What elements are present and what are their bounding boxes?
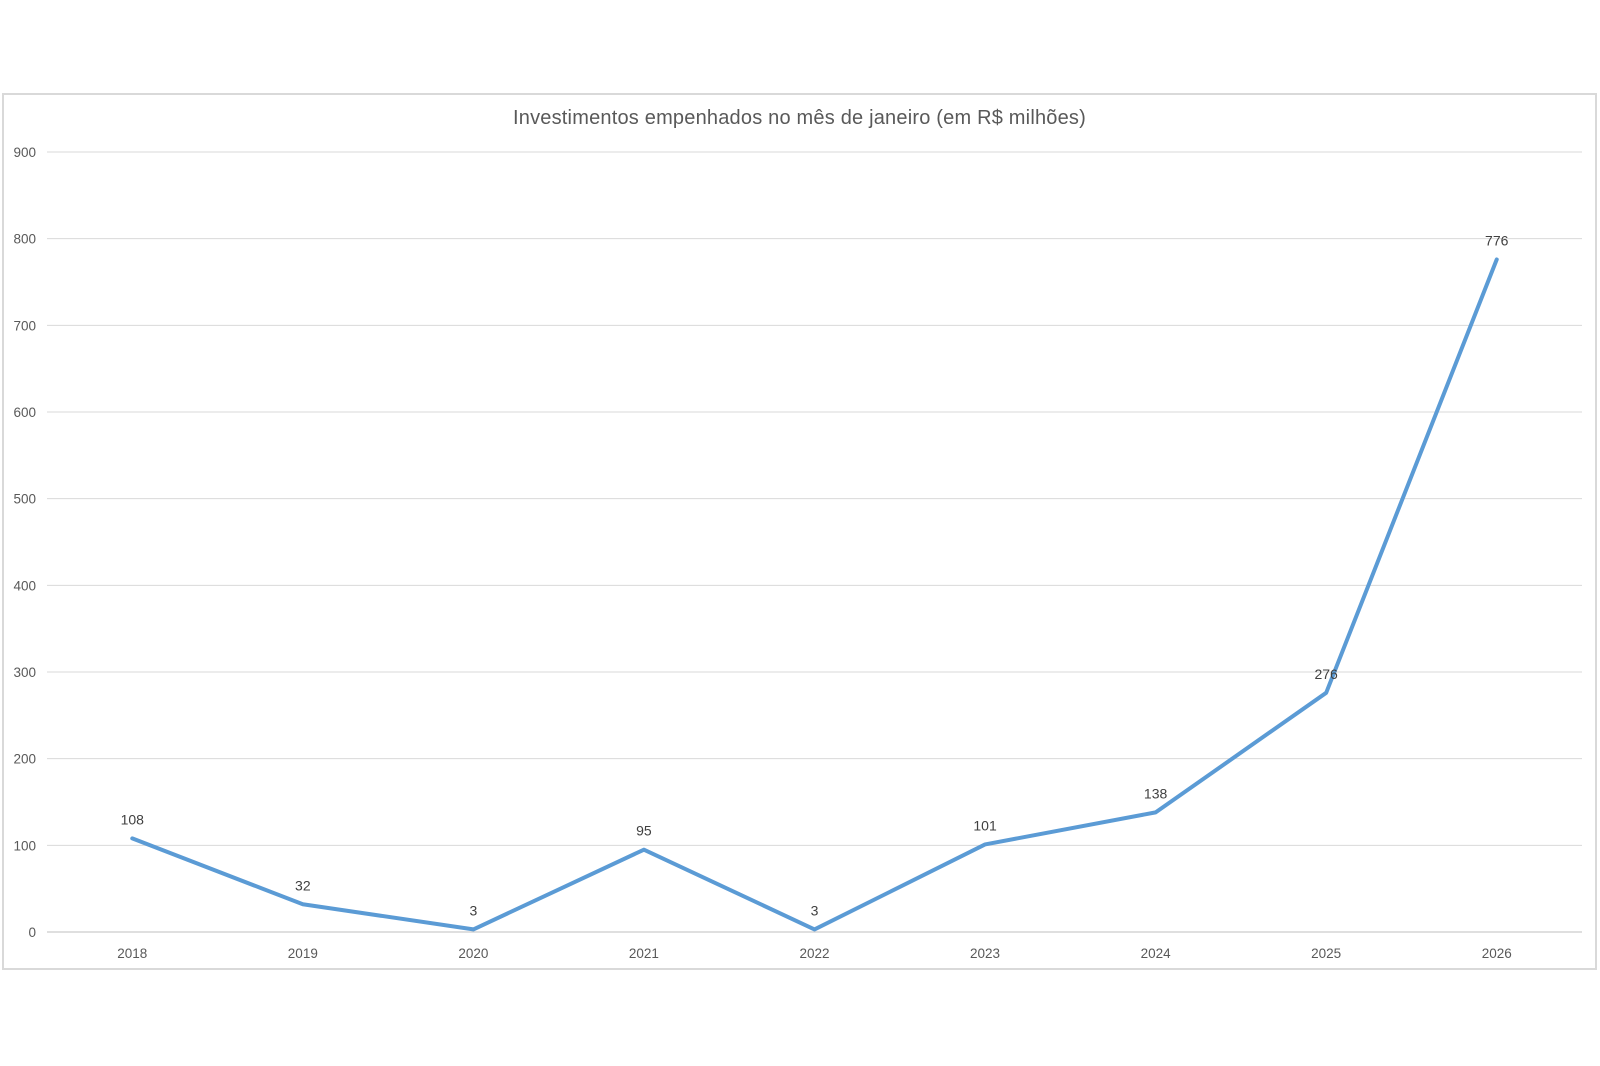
- y-axis-tick-label: 600: [13, 405, 36, 420]
- x-axis-tick-label: 2018: [117, 946, 147, 961]
- y-axis-tick-label: 100: [13, 838, 36, 853]
- y-axis-tick-label: 400: [13, 578, 36, 593]
- y-axis-tick-label: 500: [13, 492, 36, 507]
- data-point-label: 3: [469, 902, 477, 918]
- series-line: [130, 257, 1499, 932]
- plot-area: 0 100 200 300 400 500 600 700 800 900 2018 2019 2020…: [13, 145, 1582, 961]
- y-axis-tick-label: 300: [13, 665, 36, 680]
- x-axis-tick-label: 2023: [970, 946, 1000, 961]
- data-point-label: 101: [973, 817, 997, 833]
- x-axis-tick-label: 2019: [288, 946, 318, 961]
- x-axis-tick-label: 2024: [1141, 946, 1172, 961]
- x-axis-tick-label: 2025: [1311, 946, 1341, 961]
- data-point-label: 276: [1314, 666, 1338, 682]
- data-point-label: 108: [121, 811, 145, 827]
- y-axis-tick-label: 900: [13, 145, 36, 160]
- x-axis-tick-label: 2022: [799, 946, 829, 961]
- y-axis-tick-label: 800: [13, 232, 36, 247]
- chart-frame: Investimentos empenhados no mês de janei…: [2, 93, 1597, 970]
- x-axis-tick-label: 2026: [1482, 946, 1512, 961]
- data-point-label: 95: [636, 823, 652, 839]
- x-axis-tick-label: 2021: [629, 946, 659, 961]
- x-axis-tick-label: 2020: [458, 946, 488, 961]
- data-point-label: 138: [1144, 785, 1168, 801]
- data-point-label: 32: [295, 877, 311, 893]
- data-point-label: 3: [811, 902, 819, 918]
- y-axis-tick-label: 200: [13, 752, 36, 767]
- y-axis-tick-label: 0: [28, 925, 36, 940]
- y-axis-tick-label: 700: [13, 318, 36, 333]
- data-point-label: 776: [1485, 232, 1509, 248]
